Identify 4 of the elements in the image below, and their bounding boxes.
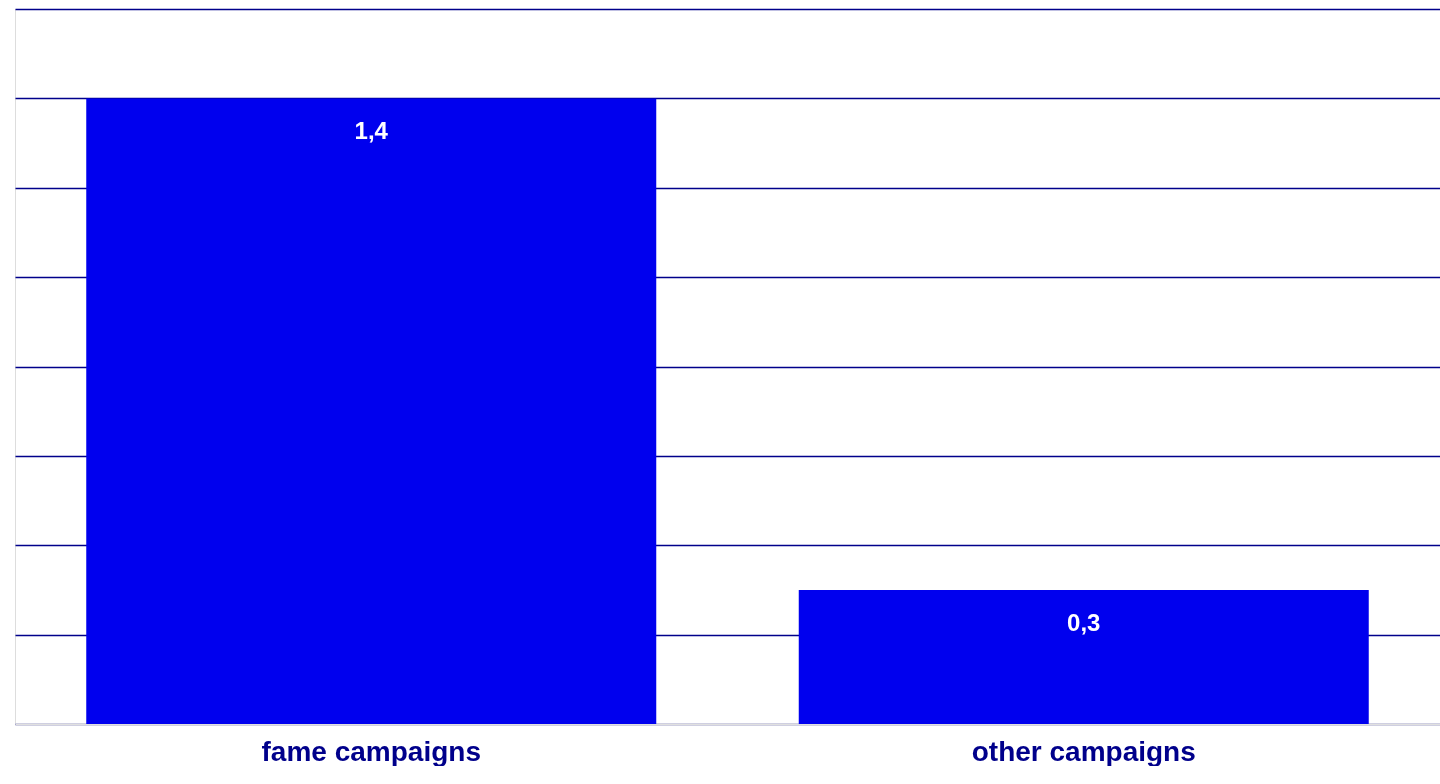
x-tick-label: fame campaigns [261, 735, 481, 767]
data-label: 0,3 [1067, 608, 1101, 636]
x-tick-label: other campaigns [971, 735, 1196, 767]
data-label: 1,4 [354, 117, 389, 145]
